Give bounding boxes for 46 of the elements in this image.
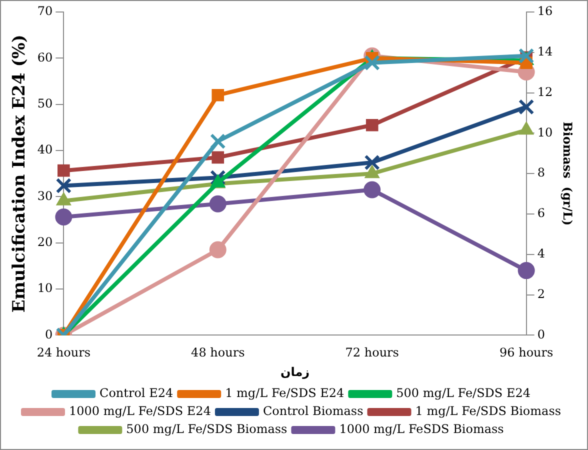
- y-tick-label: 30: [37, 188, 53, 203]
- legend-label: 1 mg/L Fe/SDS Biomass: [415, 404, 562, 418]
- y2-tick-label: 2: [537, 286, 545, 301]
- x-tick-label: 24 hours: [36, 346, 91, 360]
- y-tick-label: 70: [37, 4, 53, 18]
- legend-label: 500 mg/L Fe/SDS E24: [396, 386, 531, 400]
- y2-tick-label: 6: [537, 206, 545, 220]
- point: [55, 208, 72, 226]
- x-tick-label: 48 hours: [191, 346, 245, 360]
- point: [212, 88, 224, 102]
- y2-tick-label: 10: [537, 125, 553, 140]
- point: [518, 48, 534, 64]
- y2-tick-label: 16: [537, 4, 553, 18]
- legend-label: Control E24: [100, 386, 174, 400]
- y-tick-label: 60: [37, 50, 53, 64]
- point: [209, 195, 226, 212]
- point: [366, 118, 378, 132]
- legend-label: 1000 mg/L FeSDS Biomass: [339, 422, 504, 436]
- point: [518, 99, 534, 115]
- legend-label: 1 mg/L Fe/SDS E24: [225, 386, 345, 400]
- point: [58, 164, 70, 177]
- y2-tick-label: 4: [537, 246, 546, 261]
- x-tick-label: 72 hours: [345, 346, 399, 360]
- point: [364, 181, 381, 198]
- y2-tick-label: 8: [537, 166, 545, 180]
- y-axis-title: Emulcification Index E24 (%): [10, 34, 30, 313]
- legend-label: 1000 mg/L Fe/SDS E24: [68, 404, 212, 418]
- point: [518, 262, 535, 280]
- x-axis-title: زمان: [280, 364, 310, 379]
- legend-label: Control Biomass: [262, 404, 364, 418]
- point: [56, 178, 72, 194]
- y-tick-label: 50: [37, 96, 53, 110]
- y-tick-label: 10: [37, 281, 53, 296]
- point: [212, 151, 224, 164]
- legend-label: 500 mg/L Fe/SDS Biomass: [126, 422, 288, 436]
- y2-axis-title: Biomass (gr/L): [560, 122, 575, 226]
- y-tick-label: 20: [37, 234, 53, 249]
- y2-tick-label: 0: [537, 327, 545, 342]
- y2-tick-label: 14: [537, 44, 553, 59]
- y-tick-label: 0: [45, 327, 53, 342]
- x-tick-label: 96 hours: [499, 346, 554, 360]
- y-tick-label: 40: [37, 142, 53, 157]
- point: [364, 54, 380, 71]
- y2-tick-label: 12: [537, 84, 553, 99]
- point: [364, 154, 380, 170]
- point: [210, 133, 226, 150]
